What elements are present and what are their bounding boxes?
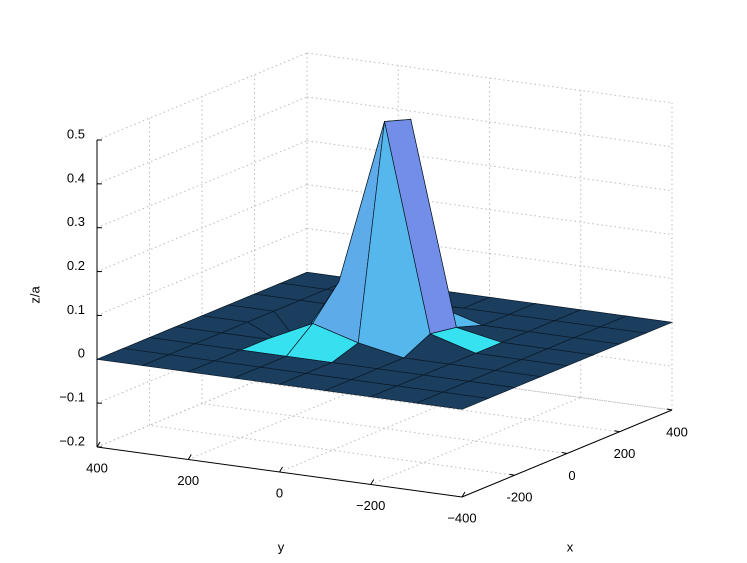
grid-line [306,96,673,148]
grid-line [96,96,308,185]
y-tick-label: 200 [177,473,199,488]
grid-line [201,403,568,454]
grid-line [306,52,673,104]
tick-mark [279,466,283,473]
grid-line [96,184,308,273]
z-axis-label: z/a [27,286,42,304]
x-tick-label: 200 [614,446,636,461]
grid-line [96,52,308,141]
tick-mark [370,479,375,485]
surface-patch [415,391,490,410]
tick-mark [614,430,620,433]
tick-mark [509,473,515,476]
z-tick-label: 0.2 [67,258,85,273]
tick-mark [96,441,101,448]
tick-mark [187,454,192,460]
grid-line [96,140,308,229]
grid-line [306,140,673,192]
x-tick-label: 400 [666,424,688,439]
grid-line [149,424,515,476]
z-tick-label: −0.2 [59,433,85,448]
z-tick-label: 0.5 [67,126,85,141]
y-tick-label: 400 [86,460,108,475]
grid-line [306,315,673,367]
x-axis-label: x [567,539,574,554]
y-tick-label: −200 [356,498,385,513]
z-tick-label: 0.4 [67,170,85,185]
z-tick-label: 0.1 [67,302,85,317]
grid-line [306,227,673,279]
x-tick-label: -200 [506,490,532,505]
tick-mark [561,452,568,454]
grid-line [370,397,581,485]
tick-mark [666,408,673,411]
y-axis-label: y [278,539,285,554]
z-tick-label: 0 [78,346,85,361]
grid-line [254,381,620,433]
grid-line [306,184,673,236]
tick-mark [461,491,466,498]
y-tick-label: −400 [447,510,476,525]
grid-line [306,359,673,411]
z-tick-label: −0.1 [59,390,85,405]
x-tick-label: 0 [568,468,575,483]
z-tick-label: 0.3 [67,214,85,229]
y-tick-label: 0 [276,485,283,500]
